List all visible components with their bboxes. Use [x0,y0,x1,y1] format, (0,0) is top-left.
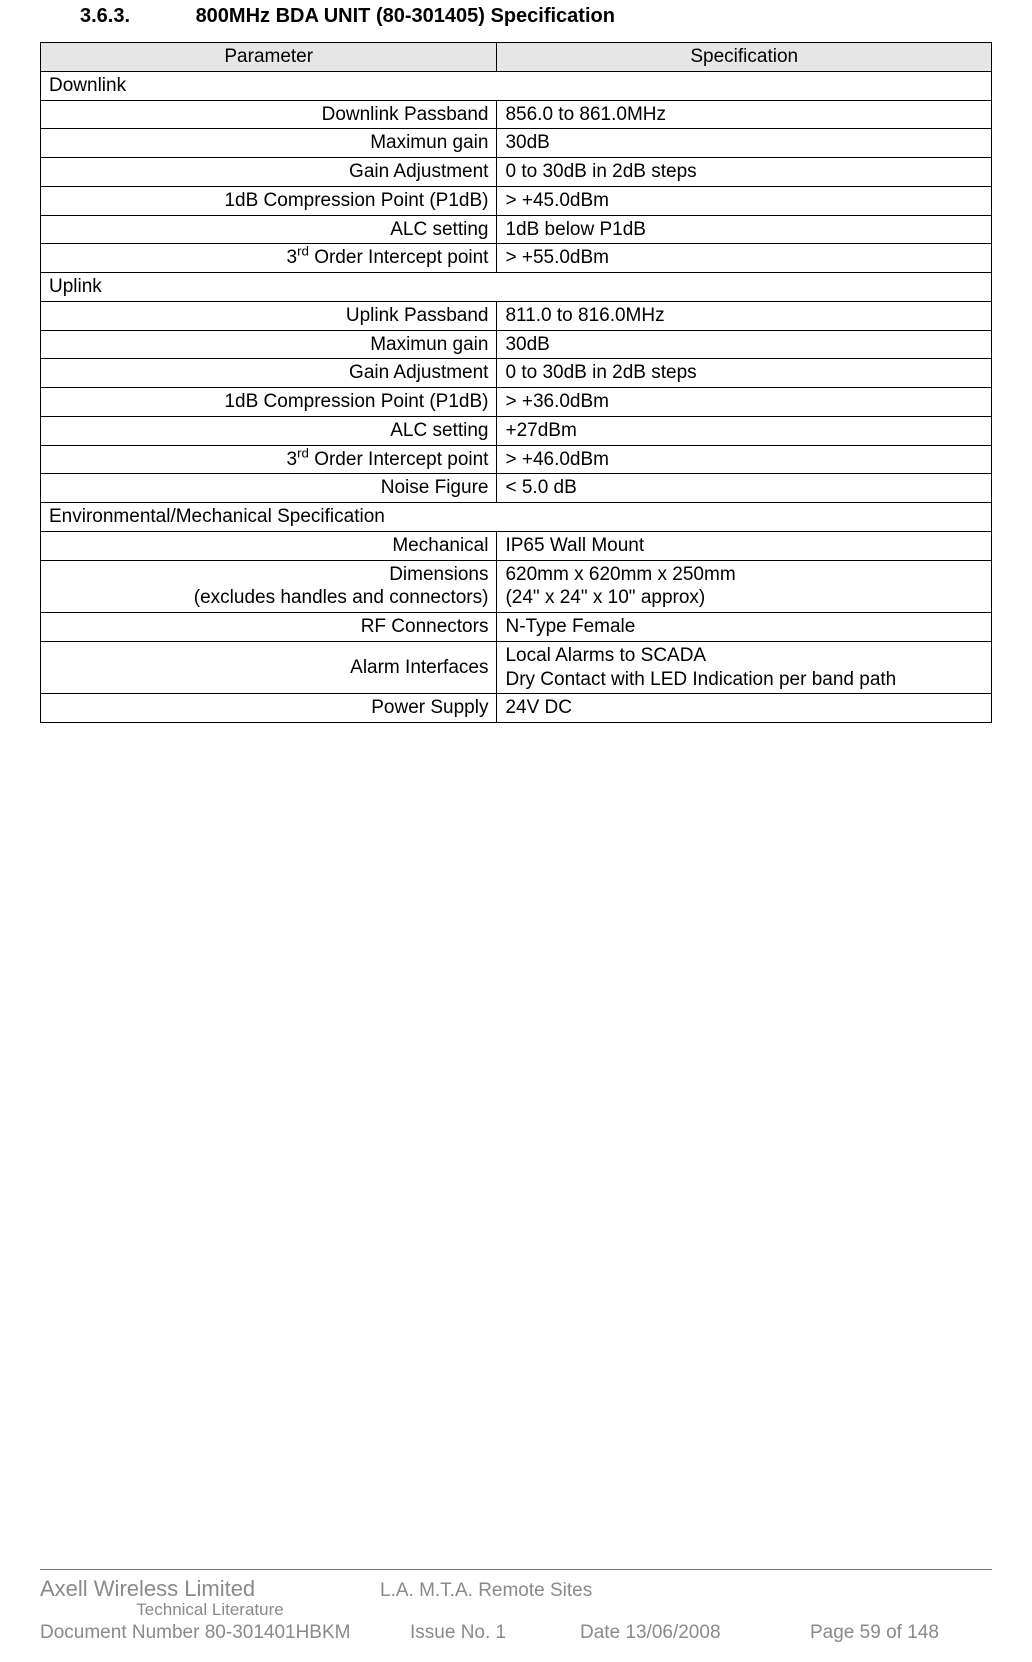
remote-sites: L.A. M.T.A. Remote Sites [380,1576,592,1620]
heading-number: 3.6.3. [80,5,190,28]
table-row: Maximun gain30dB [41,129,992,158]
table-row: Uplink Passband811.0 to 816.0MHz [41,301,992,330]
table-row: 1dB Compression Point (P1dB)> +36.0dBm [41,388,992,417]
param-cell: 3rd Order Intercept point [41,244,497,273]
param-cell: Alarm Interfaces [41,641,497,694]
table-row: ALC setting+27dBm [41,416,992,445]
param-cell: Maximun gain [41,330,497,359]
table-section-row: Environmental/Mechanical Specification [41,503,992,532]
table-row: RF ConnectorsN-Type Female [41,613,992,642]
doc-date: Date 13/06/2008 [580,1622,780,1644]
value-cell: > +55.0dBm [497,244,992,273]
value-cell: Local Alarms to SCADADry Contact with LE… [497,641,992,694]
param-cell: RF Connectors [41,613,497,642]
value-cell: > +46.0dBm [497,445,992,474]
param-cell: Uplink Passband [41,301,497,330]
value-cell: > +45.0dBm [497,186,992,215]
table-row: Dimensions(excludes handles and connecto… [41,560,992,613]
param-cell: Noise Figure [41,474,497,503]
param-cell: Mechanical [41,531,497,560]
param-cell: ALC setting [41,416,497,445]
param-cell: Dimensions(excludes handles and connecto… [41,560,497,613]
table-header-row: Parameter Specification [41,43,992,72]
table-row: Maximun gain30dB [41,330,992,359]
value-cell: 1dB below P1dB [497,215,992,244]
table-row: 3rd Order Intercept point> +55.0dBm [41,244,992,273]
value-cell: < 5.0 dB [497,474,992,503]
table-row: Alarm InterfacesLocal Alarms to SCADADry… [41,641,992,694]
page-number: Page 59 of 148 [810,1622,939,1644]
col-parameter: Parameter [41,43,497,72]
value-cell: IP65 Wall Mount [497,531,992,560]
param-cell: 1dB Compression Point (P1dB) [41,388,497,417]
page-footer: Axell Wireless Limited Technical Literat… [0,1569,1032,1644]
value-cell: 24V DC [497,694,992,723]
value-cell: 0 to 30dB in 2dB steps [497,158,992,187]
spec-table: Parameter Specification DownlinkDownlink… [40,42,992,723]
table-row: 1dB Compression Point (P1dB)> +45.0dBm [41,186,992,215]
table-row: ALC setting1dB below P1dB [41,215,992,244]
company-name: Axell Wireless Limited [40,1576,380,1602]
param-cell: Downlink Passband [41,100,497,129]
footer-rule [40,1569,992,1570]
issue-number: Issue No. 1 [410,1622,550,1644]
section-heading: 3.6.3. 800MHz BDA UNIT (80-301405) Speci… [80,5,992,28]
section-title: Environmental/Mechanical Specification [41,503,992,532]
table-row: Gain Adjustment0 to 30dB in 2dB steps [41,158,992,187]
param-cell: Gain Adjustment [41,158,497,187]
section-title: Uplink [41,273,992,302]
value-cell: N-Type Female [497,613,992,642]
param-cell: Power Supply [41,694,497,723]
table-row: Downlink Passband856.0 to 861.0MHz [41,100,992,129]
section-title: Downlink [41,71,992,100]
value-cell: 0 to 30dB in 2dB steps [497,359,992,388]
param-cell: Gain Adjustment [41,359,497,388]
table-row: Noise Figure< 5.0 dB [41,474,992,503]
table-row: 3rd Order Intercept point> +46.0dBm [41,445,992,474]
col-specification: Specification [497,43,992,72]
value-cell: 811.0 to 816.0MHz [497,301,992,330]
value-cell: +27dBm [497,416,992,445]
doc-number: Document Number 80-301401HBKM [40,1622,380,1644]
value-cell: 30dB [497,330,992,359]
value-cell: 856.0 to 861.0MHz [497,100,992,129]
value-cell: 30dB [497,129,992,158]
param-cell: 1dB Compression Point (P1dB) [41,186,497,215]
param-cell: 3rd Order Intercept point [41,445,497,474]
table-row: MechanicalIP65 Wall Mount [41,531,992,560]
table-section-row: Downlink [41,71,992,100]
value-cell: 620mm x 620mm x 250mm(24" x 24" x 10" ap… [497,560,992,613]
value-cell: > +36.0dBm [497,388,992,417]
table-row: Gain Adjustment0 to 30dB in 2dB steps [41,359,992,388]
param-cell: ALC setting [41,215,497,244]
table-row: Power Supply24V DC [41,694,992,723]
param-cell: Maximun gain [41,129,497,158]
heading-title: 800MHz BDA UNIT (80-301405) Specificatio… [196,5,615,27]
technical-literature: Technical Literature [40,1600,380,1620]
table-section-row: Uplink [41,273,992,302]
